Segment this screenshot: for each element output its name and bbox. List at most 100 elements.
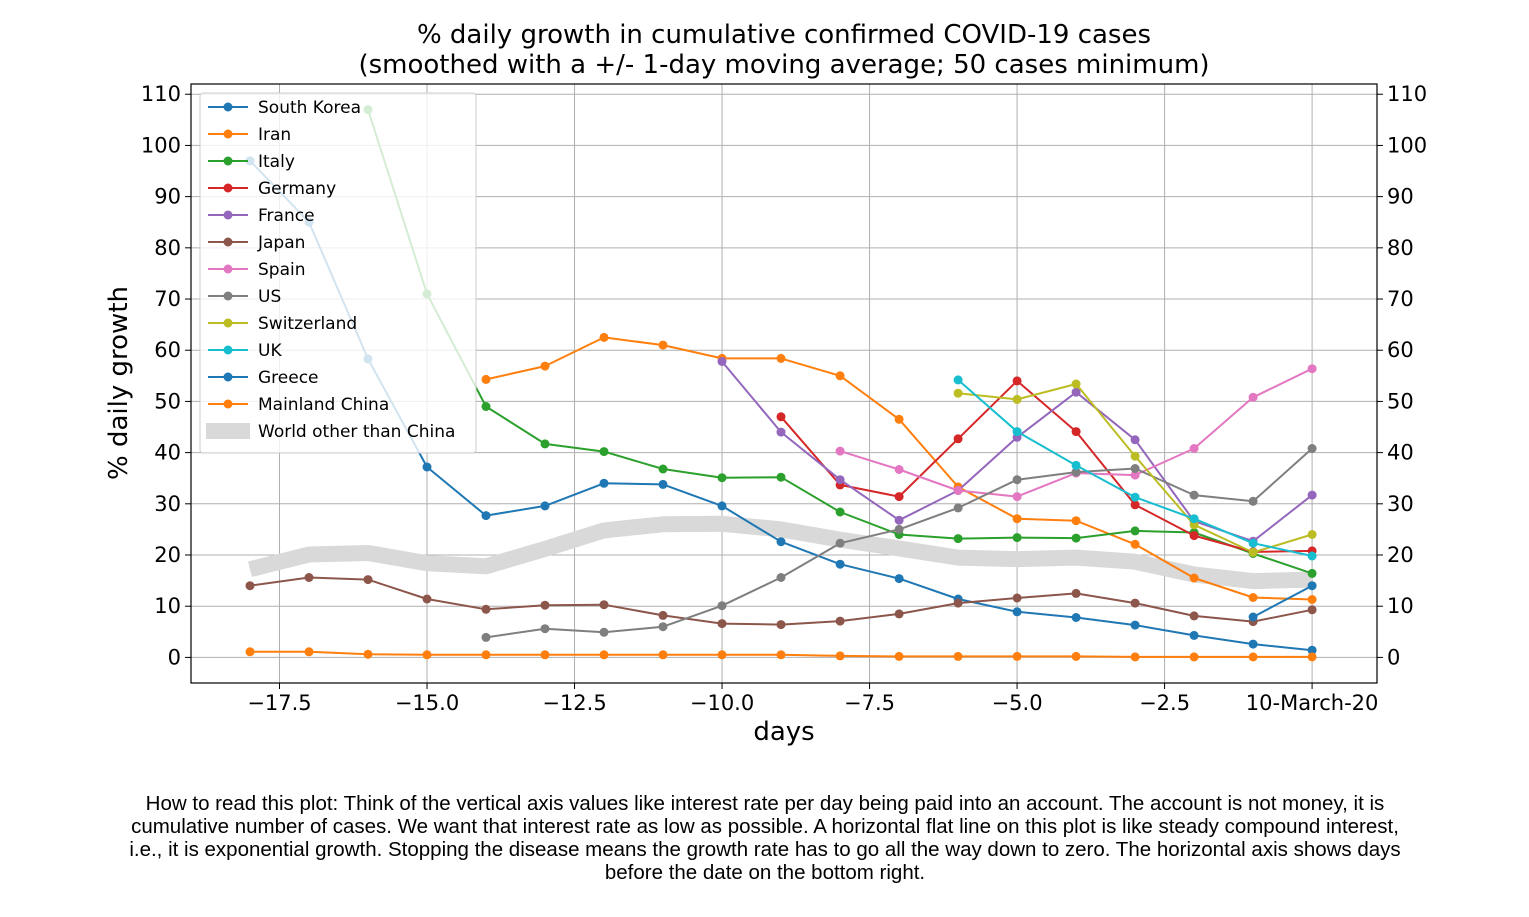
- legend-marker: [223, 102, 233, 112]
- data-point: [1012, 593, 1022, 603]
- axis-ticks: −17.5 −15.0 −12.5 −10.0 −7.5 −5.0 −2.5 10-March…: [141, 82, 1427, 715]
- data-point: [1189, 611, 1199, 621]
- data-point: [1071, 613, 1081, 622]
- legend-marker: [223, 345, 233, 355]
- y-tick-label-left: 90: [154, 185, 181, 209]
- data-point: [1130, 598, 1140, 608]
- y-tick-label-right: 80: [1387, 236, 1414, 260]
- data-point: [953, 486, 963, 495]
- legend-marker: [223, 264, 233, 274]
- data-point: [1307, 568, 1317, 578]
- data-point: [658, 464, 668, 474]
- data-point: [1307, 444, 1317, 453]
- data-point: [1248, 639, 1258, 649]
- y-tick-label-right: 70: [1387, 287, 1414, 311]
- data-point: [304, 647, 314, 657]
- legend-entry-iran: Iran: [208, 125, 291, 145]
- series-line: [1252, 584, 1313, 618]
- data-point: [1130, 451, 1140, 461]
- data-point: [835, 559, 845, 569]
- data-point: [422, 462, 432, 472]
- legend: South Korea Iran Italy Germany France Japan Sp…: [199, 92, 477, 454]
- data-point: [1248, 392, 1258, 402]
- legend-label: France: [258, 206, 315, 226]
- y-tick-label-left: 30: [154, 492, 181, 516]
- data-point: [599, 627, 609, 637]
- data-point: [1189, 652, 1199, 662]
- data-point: [1307, 551, 1317, 561]
- data-point: [953, 434, 963, 444]
- data-point: [1189, 444, 1199, 453]
- legend-marker: [223, 156, 233, 166]
- plot-frame: [190, 83, 1378, 684]
- data-point: [1071, 427, 1081, 437]
- series-italy: [363, 105, 1317, 578]
- data-point: [363, 575, 373, 585]
- y-tick-label-right: 100: [1387, 133, 1427, 157]
- y-tick-label-right: 60: [1387, 338, 1414, 362]
- legend-marker: [223, 318, 233, 328]
- data-point: [245, 581, 255, 591]
- x-tick-label: −10.0: [690, 691, 754, 715]
- data-point: [1012, 651, 1022, 661]
- data-point: [1130, 500, 1140, 510]
- how-to-read-caption: How to read this plot: Think of the vert…: [129, 792, 1401, 884]
- series-us: [481, 444, 1317, 642]
- legend-label: Spain: [258, 260, 306, 280]
- data-point: [245, 647, 255, 657]
- legend-entry-italy: Italy: [208, 152, 295, 172]
- data-point: [304, 573, 314, 582]
- x-axis-label: days: [753, 717, 814, 747]
- y-axis-label: % daily growth: [104, 286, 134, 480]
- data-point: [1130, 435, 1140, 445]
- legend-label: Germany: [258, 179, 336, 199]
- legend-entry-greece: Greece: [208, 368, 319, 388]
- data-point: [1130, 620, 1140, 630]
- data-point: [776, 472, 786, 482]
- data-point: [481, 511, 491, 521]
- data-point: [835, 475, 845, 485]
- series-greece: [1248, 581, 1317, 622]
- data-point: [540, 439, 550, 449]
- data-point: [776, 573, 786, 582]
- x-tick-label: −12.5: [542, 691, 606, 715]
- legend-entry-switzerland: Switzerland: [208, 314, 357, 334]
- data-point: [1307, 490, 1317, 500]
- data-point: [1012, 376, 1022, 386]
- data-point: [481, 402, 491, 411]
- data-point: [599, 332, 609, 342]
- legend-marker: [223, 237, 233, 247]
- data-point: [540, 501, 550, 511]
- data-point: [717, 473, 727, 483]
- data-point: [835, 651, 845, 661]
- y-tick-label-left: 100: [141, 133, 181, 157]
- data-point: [835, 616, 845, 626]
- y-tick-label-left: 80: [154, 236, 181, 260]
- data-point: [1248, 593, 1258, 602]
- x-tick-label: −15.0: [395, 691, 459, 715]
- data-point: [1248, 612, 1258, 622]
- data-point: [1071, 379, 1081, 389]
- data-point: [1307, 364, 1317, 374]
- series-line: [249, 576, 1313, 626]
- data-point: [776, 620, 786, 630]
- x-tick-label: −17.5: [247, 691, 311, 715]
- data-point: [1189, 573, 1199, 583]
- data-point: [1012, 607, 1022, 617]
- data-point: [481, 604, 491, 614]
- y-tick-label-left: 50: [154, 389, 181, 413]
- legend-entry-france: France: [208, 206, 315, 226]
- data-point: [776, 537, 786, 547]
- data-point: [776, 427, 786, 437]
- legend-label: US: [258, 287, 281, 307]
- data-point: [540, 600, 550, 610]
- data-point: [953, 651, 963, 661]
- data-point: [1012, 514, 1022, 524]
- x-tick-label: −2.5: [1139, 691, 1190, 715]
- series-uk: [953, 375, 1317, 561]
- data-point: [894, 574, 904, 584]
- legend-marker: [223, 183, 233, 193]
- data-point: [1071, 387, 1081, 397]
- data-point: [776, 353, 786, 363]
- y-tick-label-right: 30: [1387, 492, 1414, 516]
